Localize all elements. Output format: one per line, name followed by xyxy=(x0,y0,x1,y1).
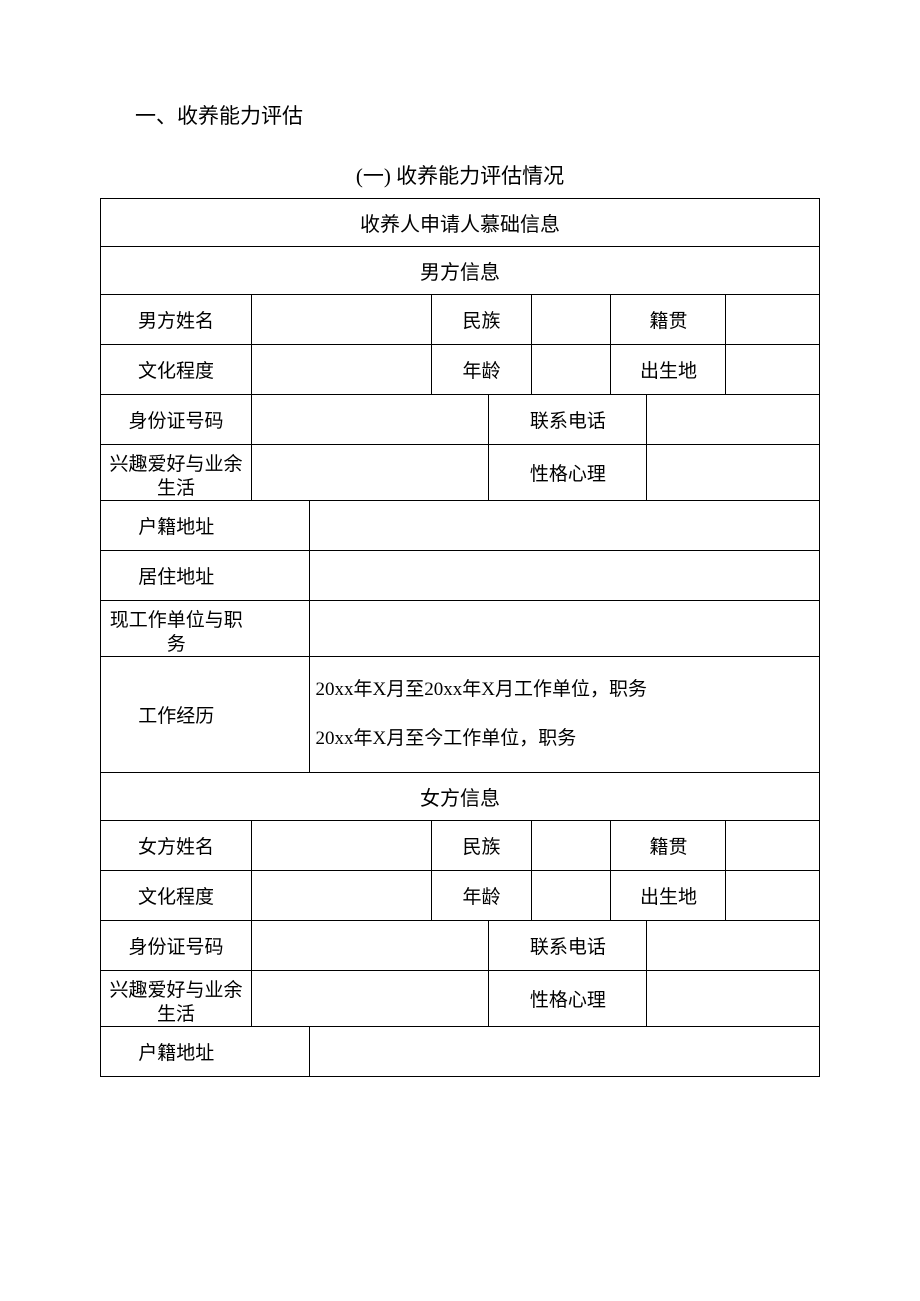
label-hobbies-f: 兴趣爱好与业余 生活 xyxy=(101,970,252,1026)
label-id-number-f: 身份证号码 xyxy=(101,920,252,970)
value-female-reg-addr-2 xyxy=(309,1026,819,1076)
label-ethnicity-f: 民族 xyxy=(431,820,532,870)
label-female-name: 女方姓名 xyxy=(101,820,252,870)
value-female-native-place xyxy=(726,820,820,870)
label-education: 文化程度 xyxy=(101,345,252,395)
value-male-workplace-2 xyxy=(309,601,819,657)
section-heading: 一、收养能力评估 xyxy=(135,100,820,130)
subsection-heading: (一) 收养能力评估情况 xyxy=(100,160,820,190)
label-native-place-f: 籍贯 xyxy=(611,820,726,870)
label-reg-address-f: 户籍地址 xyxy=(101,1026,252,1076)
label-id-number: 身份证号码 xyxy=(101,395,252,445)
value-male-education xyxy=(252,345,432,395)
table-row: 兴趣爱好与业余 生活 性格心理 xyxy=(101,970,820,1026)
table-row: 工作经历 20xx年X月至20xx年X月工作单位，职务 20xx年X月至今工作单… xyxy=(101,657,820,773)
label-native-place: 籍贯 xyxy=(611,295,726,345)
male-section-header: 男方信息 xyxy=(101,247,820,295)
table-row: 女方姓名 民族 籍贯 xyxy=(101,820,820,870)
value-male-personality xyxy=(647,445,820,501)
label-personality-f: 性格心理 xyxy=(489,970,647,1026)
table-row: 兴趣爱好与业余 生活 性格心理 xyxy=(101,445,820,501)
value-female-reg-addr-1 xyxy=(252,1026,310,1076)
label-phone: 联系电话 xyxy=(489,395,647,445)
table-row: 身份证号码 联系电话 xyxy=(101,395,820,445)
label-age: 年龄 xyxy=(431,345,532,395)
table-row: 户籍地址 xyxy=(101,501,820,551)
label-hobbies: 兴趣爱好与业余 生活 xyxy=(101,445,252,501)
table-row: 户籍地址 xyxy=(101,1026,820,1076)
label-hobbies-f-line1: 兴趣爱好与业余 xyxy=(103,979,249,1003)
table-row: 现工作单位与职 务 xyxy=(101,601,820,657)
label-male-name: 男方姓名 xyxy=(101,295,252,345)
value-male-native-place xyxy=(726,295,820,345)
table-row: 居住地址 xyxy=(101,551,820,601)
table-row: 男方姓名 民族 籍贯 xyxy=(101,295,820,345)
label-ethnicity: 民族 xyxy=(431,295,532,345)
label-workplace: 现工作单位与职 务 xyxy=(101,601,252,657)
label-age-f: 年龄 xyxy=(431,870,532,920)
value-male-work-history: 20xx年X月至20xx年X月工作单位，职务 20xx年X月至今工作单位，职务 xyxy=(309,657,819,773)
label-workplace-line2: 务 xyxy=(103,633,250,657)
table-row: 身份证号码 联系电话 xyxy=(101,920,820,970)
work-history-line1: 20xx年X月至20xx年X月工作单位，职务 xyxy=(316,665,813,714)
value-male-birthplace xyxy=(726,345,820,395)
value-male-res-addr-2 xyxy=(309,551,819,601)
value-male-age xyxy=(532,345,611,395)
label-work-history: 工作经历 xyxy=(101,657,252,773)
value-male-ethnicity xyxy=(532,295,611,345)
label-reg-address: 户籍地址 xyxy=(101,501,252,551)
table-row: 男方信息 xyxy=(101,247,820,295)
table-row: 文化程度 年龄 出生地 xyxy=(101,870,820,920)
applicant-info-header: 收养人申请人慕础信息 xyxy=(101,199,820,247)
value-male-phone xyxy=(647,395,820,445)
female-section-header: 女方信息 xyxy=(101,772,820,820)
value-female-education xyxy=(252,870,432,920)
value-female-hobbies xyxy=(252,970,489,1026)
work-history-line2: 20xx年X月至今工作单位，职务 xyxy=(316,714,813,763)
value-female-name xyxy=(252,820,432,870)
label-res-address: 居住地址 xyxy=(101,551,252,601)
table-row: 女方信息 xyxy=(101,772,820,820)
value-male-history-gap xyxy=(252,657,310,773)
value-male-workplace-1 xyxy=(252,601,310,657)
label-education-f: 文化程度 xyxy=(101,870,252,920)
label-hobbies-f-line2: 生活 xyxy=(103,1003,249,1027)
table-row: 收养人申请人慕础信息 xyxy=(101,199,820,247)
value-male-reg-addr-2 xyxy=(309,501,819,551)
value-female-phone xyxy=(647,920,820,970)
value-female-personality xyxy=(647,970,820,1026)
label-workplace-line1: 现工作单位与职 xyxy=(103,609,250,633)
value-male-res-addr-1 xyxy=(252,551,310,601)
value-female-id xyxy=(252,920,489,970)
label-birthplace-f: 出生地 xyxy=(611,870,726,920)
value-male-reg-addr-1 xyxy=(252,501,310,551)
value-male-name xyxy=(252,295,432,345)
value-female-ethnicity xyxy=(532,820,611,870)
table-row: 文化程度 年龄 出生地 xyxy=(101,345,820,395)
label-hobbies-line1: 兴趣爱好与业余 xyxy=(103,453,249,477)
value-female-birthplace xyxy=(726,870,820,920)
adoption-form-table: 收养人申请人慕础信息 男方信息 男方姓名 民族 籍贯 文化程度 年龄 出生地 身… xyxy=(100,198,820,1077)
label-personality: 性格心理 xyxy=(489,445,647,501)
label-phone-f: 联系电话 xyxy=(489,920,647,970)
value-male-id xyxy=(252,395,489,445)
label-birthplace: 出生地 xyxy=(611,345,726,395)
value-female-age xyxy=(532,870,611,920)
value-male-hobbies xyxy=(252,445,489,501)
label-hobbies-line2: 生活 xyxy=(103,477,249,501)
